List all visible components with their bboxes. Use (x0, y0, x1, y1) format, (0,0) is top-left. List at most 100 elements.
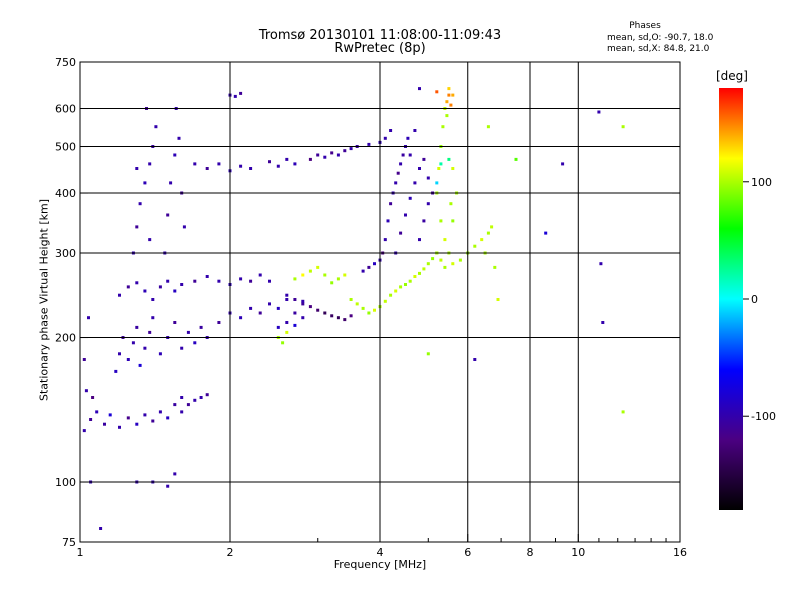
data-point (473, 244, 477, 248)
data-point (401, 153, 405, 157)
x-tick-label: 1 (77, 546, 84, 559)
data-point (413, 129, 417, 132)
data-point (373, 308, 376, 312)
data-point (396, 171, 400, 175)
data-point (308, 157, 312, 161)
data-point (193, 162, 197, 166)
data-point (373, 262, 376, 266)
data-point (367, 142, 371, 146)
data-point (426, 352, 430, 356)
data-point (143, 413, 147, 417)
data-point (399, 231, 403, 235)
data-point (408, 279, 412, 283)
data-point (383, 238, 387, 242)
data-point (138, 202, 142, 206)
data-point (404, 213, 407, 217)
data-point (349, 314, 353, 318)
data-point (343, 318, 347, 322)
data-point (561, 162, 565, 166)
y-tick-label: 500 (55, 141, 76, 154)
data-point (301, 299, 305, 303)
data-point (316, 265, 320, 269)
data-point (138, 363, 142, 367)
data-point (349, 147, 353, 151)
data-point (239, 164, 243, 168)
data-point (439, 162, 443, 166)
data-point (293, 298, 297, 301)
data-point (443, 265, 447, 269)
data-point (82, 358, 86, 361)
data-point (193, 398, 197, 402)
x-axis-label: Frequency [MHz] (333, 558, 427, 571)
data-point (426, 202, 430, 206)
data-point (449, 103, 453, 107)
data-point (389, 293, 393, 297)
data-point (336, 153, 340, 157)
data-point (336, 277, 340, 281)
data-point (451, 262, 455, 266)
data-point (439, 219, 443, 223)
data-point (173, 403, 177, 407)
data-point (493, 265, 497, 269)
data-point (349, 298, 353, 301)
data-point (182, 225, 186, 229)
data-point (91, 396, 95, 399)
y-tick-label: 400 (55, 187, 76, 200)
data-point (135, 281, 139, 285)
data-point (383, 136, 387, 140)
data-point (599, 262, 603, 266)
data-point (323, 273, 327, 277)
phases-title: Phases (629, 21, 661, 31)
data-point (118, 352, 121, 356)
data-point (301, 273, 305, 277)
data-point (336, 316, 340, 320)
data-point (276, 306, 280, 310)
data-point (399, 162, 403, 166)
data-point (431, 257, 435, 261)
data-point (135, 167, 139, 170)
data-point (249, 279, 253, 283)
data-point (199, 325, 203, 329)
data-point (268, 302, 271, 306)
data-point (439, 258, 443, 262)
data-point (205, 393, 209, 397)
y-tick-label: 100 (55, 476, 76, 489)
data-point (199, 396, 203, 399)
data-point (151, 298, 155, 301)
data-point (445, 114, 449, 118)
data-point (186, 330, 190, 334)
colorbar-gradient (719, 88, 743, 510)
x-tick-label: 6 (464, 546, 471, 559)
data-point (343, 149, 347, 153)
data-point (426, 262, 430, 266)
data-point (426, 176, 430, 180)
phases-x-stats: mean, sd,X: 84.8, 21.0 (607, 44, 710, 54)
data-point (158, 285, 162, 289)
data-point (451, 167, 455, 170)
data-point (233, 94, 237, 98)
data-point (449, 202, 453, 206)
data-point (285, 293, 289, 297)
data-point (217, 279, 221, 283)
data-point (118, 425, 121, 429)
data-point (447, 93, 451, 97)
data-point (205, 275, 209, 278)
data-point (447, 87, 451, 91)
data-point (177, 136, 181, 140)
data-point (323, 155, 327, 159)
data-point (458, 258, 462, 262)
colorbar-tick-label: -100 (751, 410, 776, 423)
axis-ticks: 1 2 4 6 8 10 16 75 100 200 300 400 500 600 750 (55, 56, 687, 559)
colorbar: 100 0 -100 (719, 88, 776, 510)
x-tick-label: 16 (673, 546, 687, 559)
data-point (451, 219, 455, 223)
chart-title-line-1: Tromsø 20130101 11:08:00-11:09:43 (258, 28, 502, 43)
data-point (361, 269, 365, 273)
colorbar-tick-label: 100 (751, 176, 772, 189)
data-point (441, 125, 445, 129)
data-point (437, 167, 441, 170)
data-point (422, 157, 426, 161)
data-point (367, 311, 371, 315)
data-point (308, 269, 312, 273)
x-tick-label: 2 (227, 546, 234, 559)
